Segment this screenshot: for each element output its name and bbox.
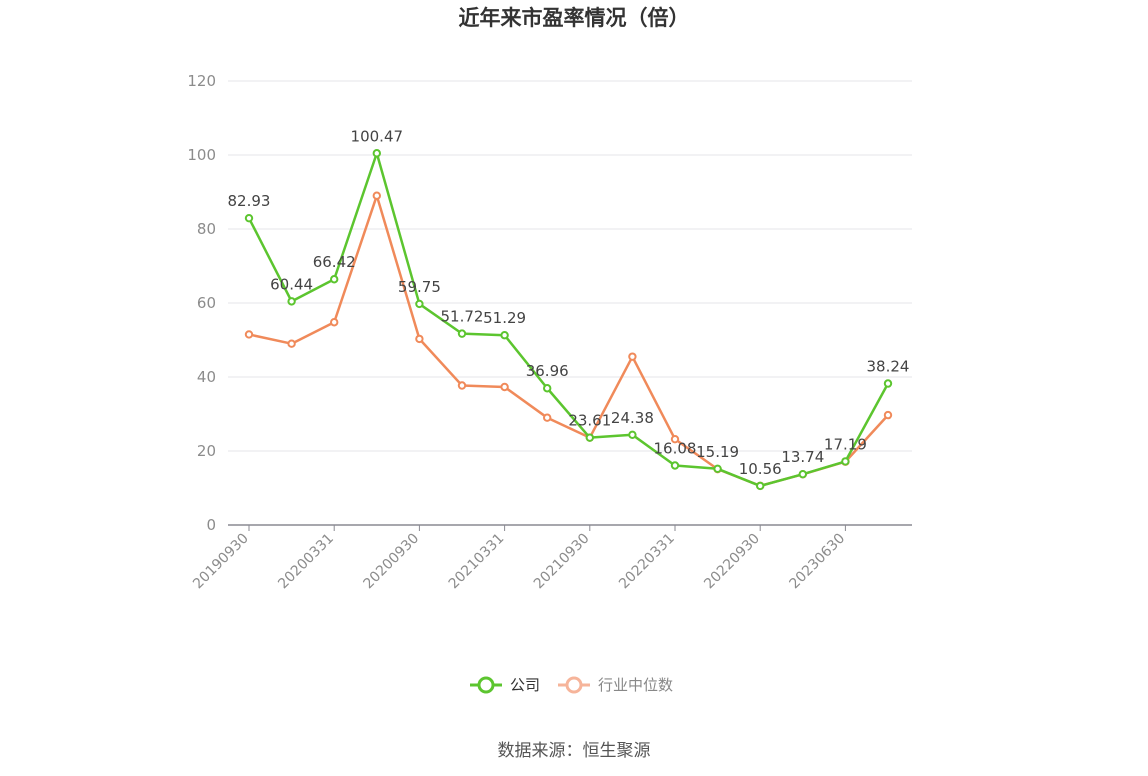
data-label: 36.96 [526,362,569,380]
data-label: 10.56 [739,460,782,478]
legend-industry-label: 行业中位数 [598,676,673,694]
y-tick-label: 60 [197,294,216,312]
x-tick-label: 20190930 [190,531,252,593]
industry-point [287,339,296,348]
data-label: 60.44 [270,275,313,293]
legend-item-industry[interactable]: 行业中位数 [558,676,673,694]
x-tick-label: 20210930 [531,531,593,593]
company-point [670,461,680,470]
company-point [756,481,765,491]
data-label: 51.29 [483,309,526,327]
data-label: 13.74 [781,448,824,466]
company-point [883,379,893,388]
y-tick-label: 40 [197,368,216,386]
y-tick-label: 120 [187,72,216,90]
x-tick-label: 20220930 [701,531,763,593]
industry-line [248,194,889,488]
data-source: 数据来源：恒生聚源 [498,741,651,761]
industry-point [415,334,424,344]
y-axis-ticks: 0 20 40 60 80 100 120 [187,72,216,534]
x-tick-label: 20220331 [616,531,678,593]
company-point [500,331,509,340]
data-label: 82.93 [228,192,271,210]
data-label: 59.75 [398,278,441,296]
industry-point [372,191,381,200]
x-tick-label: 20230630 [787,531,849,593]
data-label: 17.19 [824,435,867,453]
data-label: 51.72 [441,308,484,326]
y-tick-label: 20 [197,442,216,460]
data-label: 38.24 [867,358,910,376]
data-label: 15.19 [696,443,739,461]
y-tick-label: 0 [206,516,216,534]
company-point [713,464,722,473]
industry-point [883,410,893,420]
data-label: 23.61 [568,412,611,430]
industry-point [500,382,509,392]
legend: 公司 行业中位数 [470,676,673,694]
x-tick-label: 20200930 [361,531,423,593]
data-label: 24.38 [611,409,654,427]
x-tick-label: 20200331 [275,531,337,593]
company-point [415,299,424,309]
industry-point [628,352,637,361]
data-label: 16.08 [654,440,697,458]
company-point [841,457,850,466]
company-point [457,329,467,338]
company-point [244,213,254,223]
series-industry [244,191,893,490]
industry-point [330,318,339,327]
company-point [798,469,807,479]
legend-company-marker [477,676,495,694]
x-tick-label: 20210331 [446,531,508,593]
data-label: 100.47 [351,127,404,145]
company-point [330,275,339,284]
legend-industry-marker [565,676,583,694]
company-point [585,433,594,442]
legend-company-label: 公司 [510,676,540,694]
industry-point [457,381,467,390]
company-line [247,152,890,488]
legend-item-company[interactable]: 公司 [470,676,540,694]
industry-point [670,434,680,444]
company-point [543,384,552,393]
data-label: 66.42 [313,253,356,271]
y-tick-label: 100 [187,146,216,164]
company-point [287,297,296,306]
grid-lines [228,80,912,452]
series-company [244,149,893,491]
industry-point [244,330,254,339]
company-point [372,149,381,158]
x-axis: 20190930 20200331 20200930 20210331 20210930… [190,524,912,593]
company-point [628,430,637,439]
chart-title: 近年来市盈率情况（倍） [459,6,690,30]
y-tick-label: 80 [197,220,216,238]
industry-point [543,413,552,422]
